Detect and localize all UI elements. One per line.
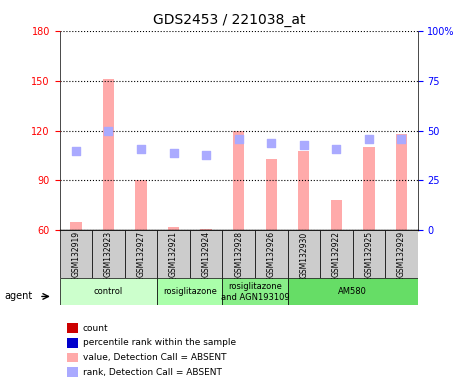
Bar xyxy=(92,230,125,278)
Bar xyxy=(168,227,179,230)
Point xyxy=(398,136,405,142)
Text: GSM132925: GSM132925 xyxy=(364,231,373,278)
Text: GSM132928: GSM132928 xyxy=(234,232,243,277)
Bar xyxy=(60,230,92,278)
Text: GSM132927: GSM132927 xyxy=(136,231,146,278)
Text: GDS2453 / 221038_at: GDS2453 / 221038_at xyxy=(153,13,306,27)
Text: GSM132923: GSM132923 xyxy=(104,231,113,278)
Text: control: control xyxy=(94,287,123,296)
Bar xyxy=(223,278,287,305)
Point xyxy=(170,149,177,156)
Point xyxy=(137,146,145,152)
Bar xyxy=(233,131,244,230)
Bar xyxy=(67,353,78,362)
Bar xyxy=(125,230,157,278)
Bar xyxy=(298,151,309,230)
Text: agent: agent xyxy=(5,291,33,301)
Bar xyxy=(287,230,320,278)
Point xyxy=(72,147,79,154)
Bar xyxy=(255,230,287,278)
Text: GSM132930: GSM132930 xyxy=(299,231,308,278)
Text: GSM132922: GSM132922 xyxy=(332,232,341,277)
Bar xyxy=(67,367,78,377)
Bar xyxy=(353,230,385,278)
Text: rosiglitazone: rosiglitazone xyxy=(163,287,217,296)
Point xyxy=(300,141,308,147)
Point xyxy=(202,151,210,157)
Bar xyxy=(60,278,157,305)
Bar xyxy=(385,230,418,278)
Point xyxy=(365,136,373,142)
Text: rank, Detection Call = ABSENT: rank, Detection Call = ABSENT xyxy=(83,367,222,377)
Text: GSM132919: GSM132919 xyxy=(72,231,80,278)
Bar xyxy=(396,134,407,230)
Text: value, Detection Call = ABSENT: value, Detection Call = ABSENT xyxy=(83,353,226,362)
Text: GSM132926: GSM132926 xyxy=(267,231,276,278)
Text: AM580: AM580 xyxy=(338,287,367,296)
Bar xyxy=(157,278,223,305)
Bar xyxy=(67,338,78,348)
Text: GSM132921: GSM132921 xyxy=(169,232,178,277)
Point xyxy=(235,136,242,142)
Bar xyxy=(363,147,375,230)
Bar xyxy=(330,200,342,230)
Point xyxy=(333,146,340,152)
Text: GSM132924: GSM132924 xyxy=(202,231,211,278)
Bar xyxy=(320,230,353,278)
Bar xyxy=(157,230,190,278)
Bar xyxy=(265,159,277,230)
Point xyxy=(268,139,275,146)
Text: GSM132929: GSM132929 xyxy=(397,231,406,278)
Bar xyxy=(287,278,418,305)
Text: percentile rank within the sample: percentile rank within the sample xyxy=(83,338,236,348)
Bar xyxy=(70,222,82,230)
Bar xyxy=(135,180,147,230)
Bar xyxy=(190,230,223,278)
Bar xyxy=(223,230,255,278)
Text: count: count xyxy=(83,324,108,333)
Text: rosiglitazone
and AGN193109: rosiglitazone and AGN193109 xyxy=(221,282,289,301)
Bar xyxy=(103,79,114,230)
Bar xyxy=(67,323,78,333)
Bar xyxy=(201,229,212,230)
Point xyxy=(105,127,112,134)
